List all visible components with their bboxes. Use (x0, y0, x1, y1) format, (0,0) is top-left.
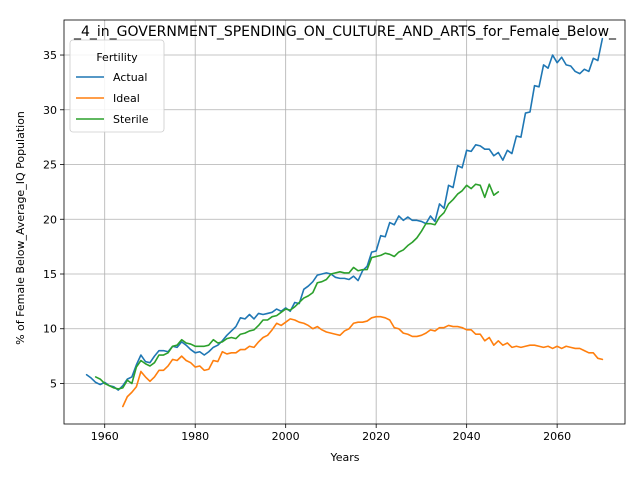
legend: Fertility Actual Ideal Sterile (69, 39, 165, 133)
chart-title: _4_in_GOVERNMENT_SPENDING_ON_CULTURE_AND… (73, 24, 617, 40)
legend-label-sterile: Sterile (113, 113, 149, 126)
legend-label-ideal: Ideal (113, 92, 140, 105)
series-lines (85, 37, 604, 408)
x-tick-label: 1980 (181, 430, 209, 443)
y-tick-label: 5 (50, 377, 57, 390)
y-tick-label: 25 (43, 159, 57, 172)
grid (64, 20, 625, 424)
x-tick-label: 2000 (272, 430, 300, 443)
legend-label-actual: Actual (113, 71, 147, 84)
y-axis-label: % of Female Below_Average_IQ Population (14, 111, 27, 345)
legend-title: Fertility (96, 51, 138, 64)
series-line-sterile (94, 183, 500, 390)
x-tick-label: 2060 (543, 430, 571, 443)
y-tick-label: 10 (43, 323, 57, 336)
y-tick-label: 30 (43, 104, 57, 117)
legend-box (69, 39, 165, 133)
y-tick-label: 20 (43, 213, 57, 226)
y-tick-label: 15 (43, 268, 57, 281)
x-tick-label: 1960 (91, 430, 119, 443)
x-tick-label: 2020 (362, 430, 390, 443)
plot-frame (63, 19, 626, 425)
x-axis-label: Years (329, 451, 359, 464)
x-tick-label: 2040 (453, 430, 481, 443)
series-line-ideal (122, 315, 604, 408)
axis-ticks: 1960 1980 2000 2020 2040 2060 5 10 15 20 25 30 35 (43, 49, 571, 443)
y-tick-label: 35 (43, 49, 57, 62)
